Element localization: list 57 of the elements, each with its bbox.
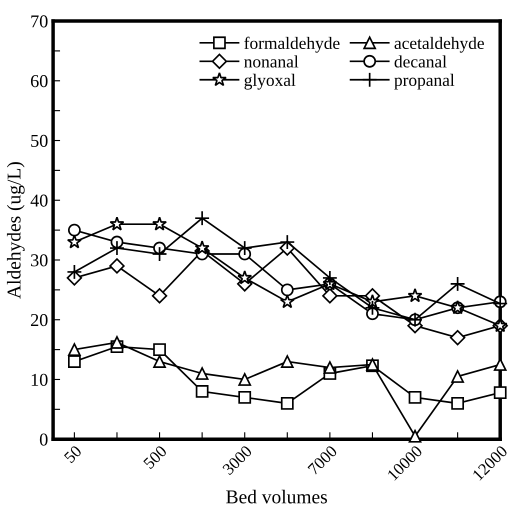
point — [280, 234, 296, 250]
point — [66, 234, 82, 249]
y-tick-label: 10 — [32, 374, 48, 386]
point — [194, 210, 210, 226]
point — [68, 224, 81, 237]
point — [280, 294, 295, 308]
point — [152, 288, 168, 304]
point — [109, 240, 125, 256]
point — [238, 373, 252, 386]
point — [280, 396, 294, 410]
point — [68, 343, 81, 356]
point — [110, 336, 124, 349]
y-tick-label: 20 — [30, 314, 48, 326]
legend-label: acetaldehyde — [394, 36, 484, 53]
point — [280, 283, 294, 296]
point — [238, 391, 252, 404]
point — [68, 355, 81, 368]
point — [196, 385, 209, 398]
point — [152, 216, 167, 231]
y-tick-label: 60 — [30, 75, 48, 88]
point — [280, 355, 294, 368]
legend-label: propanal — [394, 74, 454, 90]
point — [494, 358, 507, 371]
point — [152, 246, 168, 262]
point — [236, 240, 252, 256]
point — [450, 330, 466, 346]
point — [237, 270, 252, 284]
y-tick-label: 50 — [31, 134, 48, 147]
y-tick-label: 40 — [30, 194, 48, 207]
point — [408, 391, 422, 404]
point — [451, 370, 464, 383]
point — [450, 276, 466, 292]
point — [110, 216, 124, 231]
point — [322, 288, 338, 304]
x-tick-label: 500 — [142, 444, 168, 470]
legend-label: glyoxal — [244, 74, 296, 90]
point — [408, 288, 422, 302]
point — [153, 355, 166, 368]
y-tick-label: 30 — [31, 254, 48, 266]
y-tick-label: 0 — [40, 433, 48, 446]
point — [364, 300, 380, 316]
legend-label: nonanal — [244, 55, 298, 68]
point — [494, 386, 507, 400]
point — [66, 264, 82, 280]
x-axis-title: Bed volumes — [226, 490, 327, 504]
legend-label: formaldehyde — [244, 36, 340, 53]
point — [408, 430, 422, 443]
point — [153, 343, 166, 356]
point — [196, 367, 209, 380]
y-tick-label: 70 — [31, 15, 48, 28]
point — [451, 396, 464, 410]
y-axis-title: Aldehydes (ug/L) — [6, 162, 25, 299]
x-tick-label: 50 — [64, 444, 82, 464]
point — [109, 258, 125, 274]
point — [322, 270, 338, 286]
point — [194, 240, 210, 254]
legend-label: decanal — [394, 55, 447, 68]
